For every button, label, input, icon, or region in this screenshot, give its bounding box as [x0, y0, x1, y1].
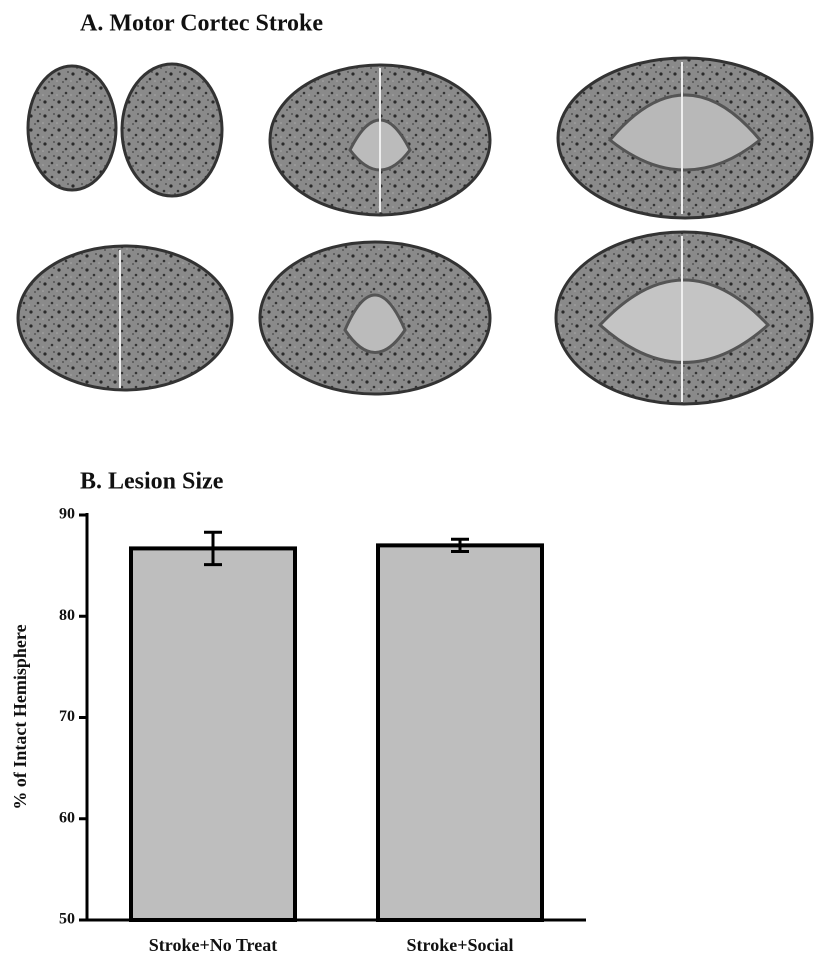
- y-tick-label: 50: [59, 911, 75, 928]
- x-tick-label: Stroke+Social: [407, 935, 514, 955]
- bar: [378, 545, 542, 920]
- chart-title: B. Lesion Size: [80, 469, 224, 495]
- section: [28, 66, 116, 190]
- y-tick-label: 90: [59, 506, 75, 523]
- section: [122, 64, 222, 196]
- bar: [131, 548, 295, 920]
- y-axis-label: % of Intact Hemisphere: [10, 624, 30, 809]
- y-tick-label: 80: [59, 607, 75, 624]
- x-tick-label: Stroke+No Treat: [149, 935, 277, 955]
- y-tick-label: 60: [59, 809, 75, 826]
- brain-sections: [18, 58, 812, 404]
- y-tick-label: 70: [59, 708, 75, 725]
- section: [18, 246, 232, 390]
- figure: A. Motor Cortec Stroke B. Lesion Size % …: [0, 0, 816, 963]
- panel-a-title: A. Motor Cortec Stroke: [80, 11, 323, 37]
